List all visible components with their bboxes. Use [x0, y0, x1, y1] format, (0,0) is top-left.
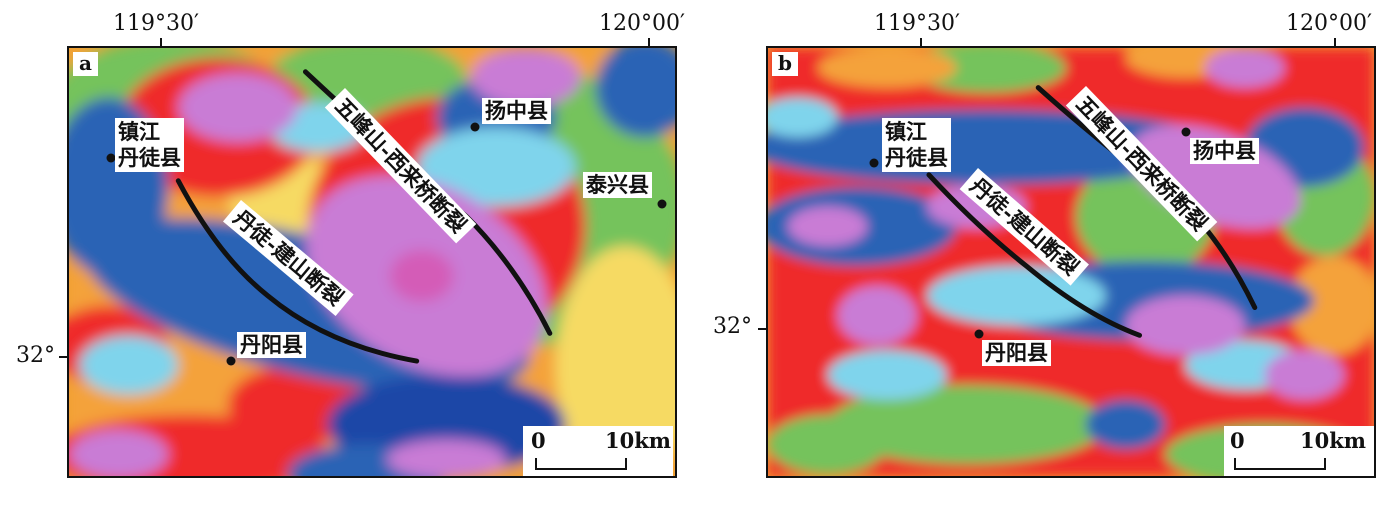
panel-letter-b: b [772, 52, 798, 76]
tick-a-left [160, 38, 162, 46]
scale-zero-a: 0 [531, 428, 546, 453]
city-dot-danyang-b [974, 329, 984, 339]
tick-b-lat [758, 328, 766, 330]
city-dot-taixing-a [657, 199, 667, 209]
longitude-label-b-right: 120°00′ [1286, 11, 1372, 36]
latitude-label-a: 32° [16, 343, 55, 368]
tick-b-right [1334, 38, 1336, 46]
city-label-yangzhong-a: 扬中县 [482, 98, 551, 124]
scale-line-b [1234, 468, 1326, 470]
scale-end-left-a [535, 458, 537, 470]
scale-end-right-a [625, 458, 627, 470]
scale-distance-b: 10km [1300, 428, 1366, 453]
tick-a-lat [59, 356, 67, 358]
city-dot-yangzhong-b [1181, 127, 1191, 137]
city-label-danyang-a: 丹阳县 [237, 332, 306, 358]
longitude-label-a-left: 119°30′ [113, 11, 199, 36]
longitude-label-b-left: 119°30′ [874, 11, 960, 36]
scale-end-left-b [1234, 458, 1236, 470]
anomaly-field-a [69, 48, 675, 476]
city-label-zhenjiang: 镇江 [885, 119, 927, 144]
city-dot-yangzhong-a [470, 122, 480, 132]
scale-bar-box-a: 0 10km [523, 426, 673, 476]
city-label-zhenjiang: 镇江 [118, 119, 160, 144]
city-label-dantu: 丹徒县 [885, 145, 948, 170]
city-label-taixing-a: 泰兴县 [583, 172, 652, 198]
gravity-map-panel-a: a 镇江 丹徒县 扬中县 泰兴县 丹阳县 五峰山-西来桥断裂 丹徒-建山断裂 0… [67, 46, 677, 478]
city-label-danyang-b: 丹阳县 [982, 340, 1051, 366]
scale-distance-a: 10km [605, 428, 671, 453]
fault-line-dantu-a [175, 178, 420, 364]
city-label-zhenjiang-dantu-a: 镇江 丹徒县 [115, 118, 184, 172]
city-label-yangzhong-b: 扬中县 [1190, 138, 1259, 164]
tick-a-right [648, 38, 650, 46]
fault-line-dantu-b [926, 172, 1143, 338]
city-label-zhenjiang-dantu-b: 镇江 丹徒县 [882, 118, 951, 172]
city-label-dantu: 丹徒县 [118, 145, 181, 170]
scale-end-right-b [1324, 458, 1326, 470]
latitude-label-b: 32° [713, 314, 752, 339]
panel-letter-a: a [73, 52, 98, 76]
tick-b-left [920, 38, 922, 46]
city-dot-zhenjiang-b [869, 158, 879, 168]
scale-line-a [535, 468, 627, 470]
gravity-map-panel-b: b 镇江 丹徒县 扬中县 丹阳县 五峰山-西来桥断裂 丹徒-建山断裂 0 10k… [766, 46, 1376, 478]
city-dot-danyang-a [226, 356, 236, 366]
scale-zero-b: 0 [1230, 428, 1245, 453]
longitude-label-a-right: 120°00′ [599, 11, 685, 36]
scale-bar-box-b: 0 10km [1224, 426, 1374, 476]
city-dot-zhenjiang-a [106, 153, 116, 163]
